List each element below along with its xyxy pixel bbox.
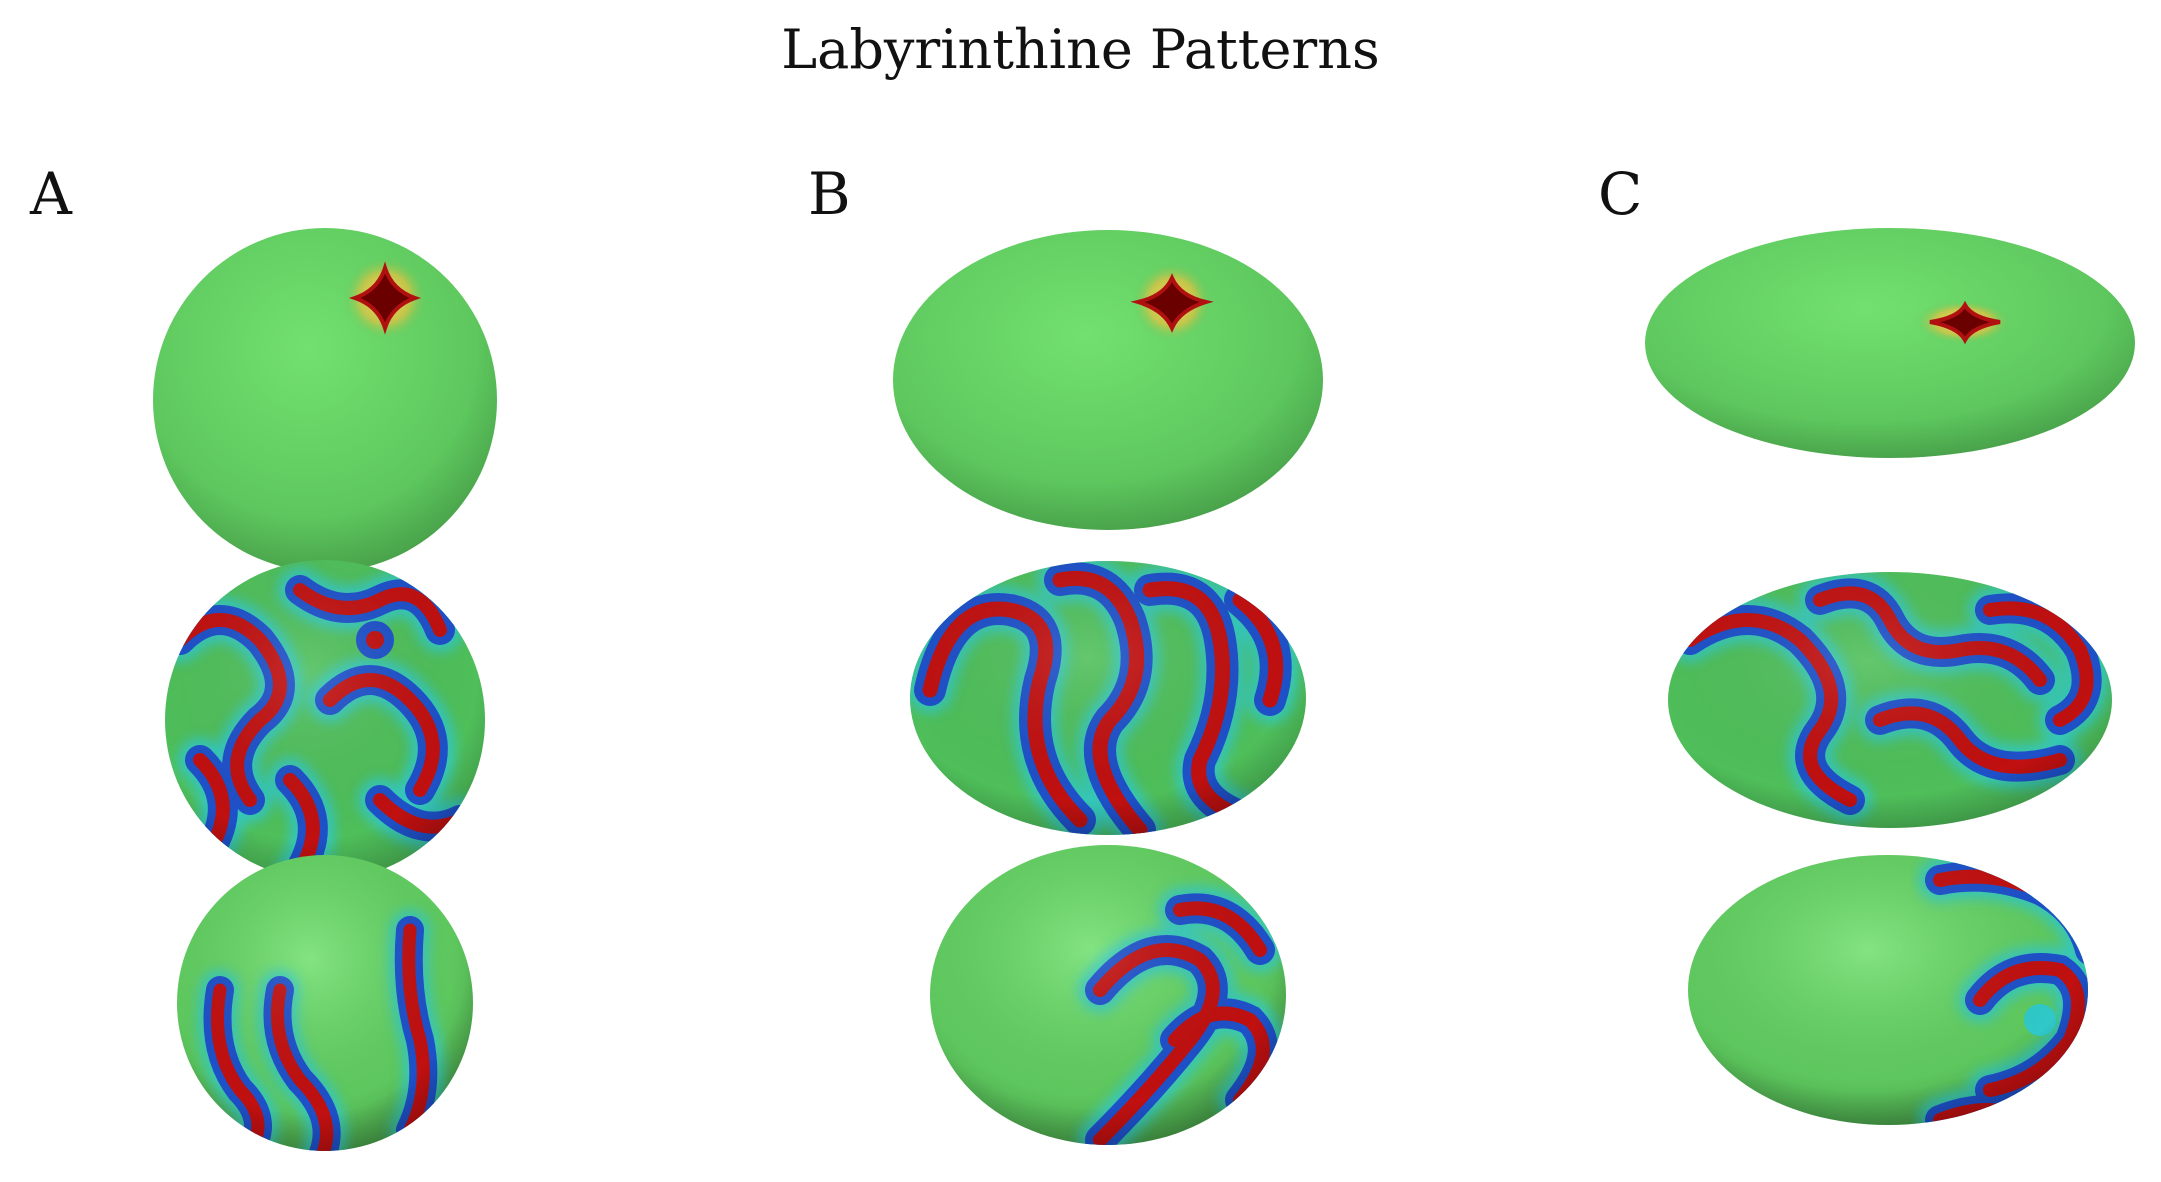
- panel-c-labyrinth-view: [1668, 572, 2112, 828]
- panel-a-labyrinth-view: [165, 560, 485, 900]
- panel-b-partial-view: [930, 845, 1286, 1145]
- panel-a-partial-view: [177, 855, 473, 1160]
- panel-c-spot-view: [1645, 228, 2135, 458]
- panel-b: [893, 230, 1323, 1145]
- panel-a: [153, 228, 497, 1160]
- panel-b-spot-view: [893, 230, 1323, 530]
- panel-b-labyrinth-view: [910, 561, 1306, 835]
- panel-a-spot-view: [153, 228, 497, 572]
- panel-c: [1645, 228, 2135, 1125]
- panel-c-partial-view: [1688, 855, 2090, 1125]
